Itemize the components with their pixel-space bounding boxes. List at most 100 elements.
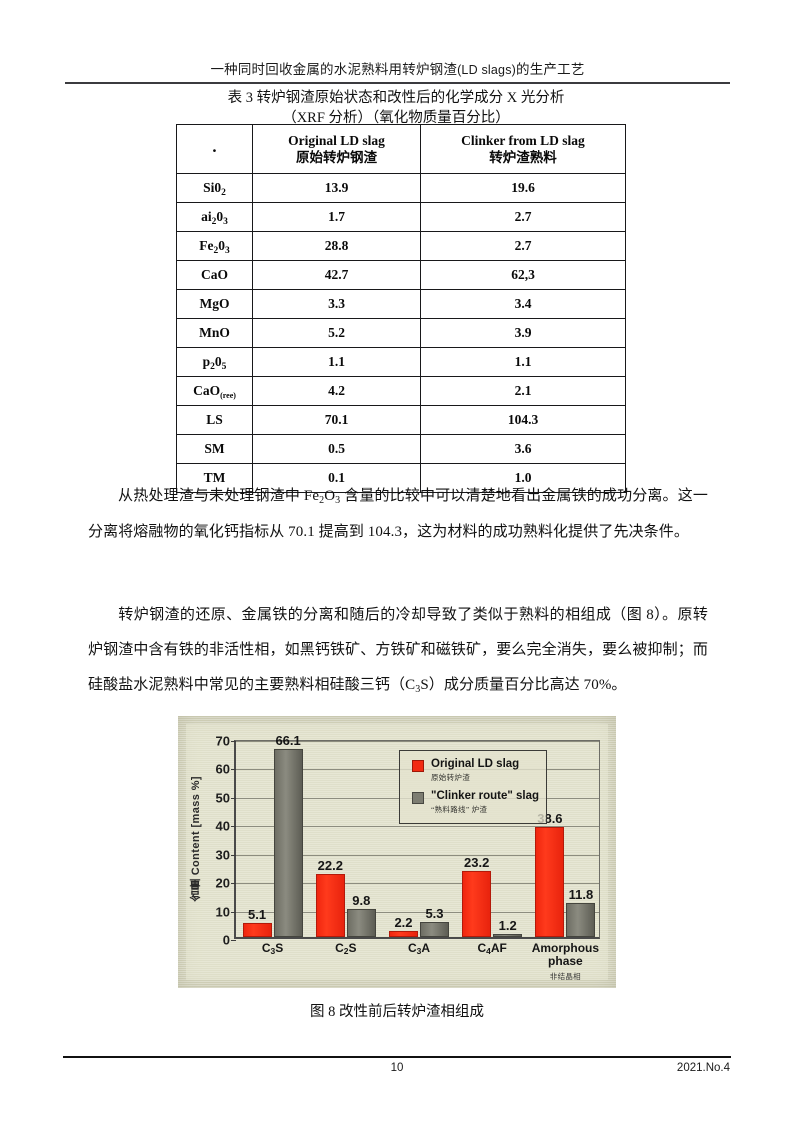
table-column-header-original: Original LD slag 原始转炉钢渣 — [252, 124, 421, 174]
row-label-main: MnO — [199, 325, 230, 340]
table-row: p205 1.1 1.1 — [176, 347, 626, 377]
page-header-title: 一种同时回收金属的水泥熟料用转炉钢渣(LD slags)的生产工艺 — [65, 58, 730, 78]
chart-y-tick-mark — [231, 826, 236, 828]
row-label: LS — [176, 405, 253, 435]
chart-bar: 66.1 — [273, 733, 303, 937]
chart-gridline — [236, 741, 599, 742]
chart-bar-group: 23.2 1.2 C4AF — [456, 741, 529, 956]
cell-clinker: 2.1 — [420, 376, 626, 406]
column-header-original-en: Original LD slag — [288, 133, 385, 148]
footer-issue-label: 2021.No.4 — [676, 1062, 730, 1074]
chart-y-tick-mark — [231, 797, 236, 799]
chart-bar-value-label: 1.2 — [498, 917, 517, 933]
footer-page-number: 10 — [390, 1062, 404, 1074]
legend-label-original-cn: 原始转炉渣 — [431, 773, 470, 782]
chart-inner-panel: 含量 Content [mass %] 0 10 20 30 40 50 60 70 5.1 66… — [186, 724, 608, 981]
chart-gridline — [236, 883, 599, 885]
table-row: CaO 42.7 62,3 — [176, 260, 626, 290]
corner-dot-marker: · — [211, 140, 218, 160]
cell-clinker: 2.7 — [420, 231, 626, 261]
chart-x-tick-label: C3A — [407, 941, 431, 957]
chart-legend: Original LD slag 原始转炉渣 "Clinker route" s… — [399, 750, 547, 824]
chart-bar-value-label: 5.3 — [425, 905, 444, 921]
chart-y-tick-label: 50 — [215, 790, 230, 806]
chart-bar-value-label: 11.8 — [568, 887, 594, 903]
header-title-cn-prefix: 一种同时回收金属的水泥熟料用转炉钢渣 — [210, 62, 458, 77]
cell-original: 1.1 — [252, 347, 421, 377]
paragraph-2-text-b: S）成分质量百分比高达 70%。 — [420, 677, 627, 693]
chart-y-tick-label: 70 — [215, 733, 230, 749]
chart-bar: 11.8 — [566, 887, 596, 937]
table-header-row: · Original LD slag 原始转炉钢渣 Clinker from L… — [176, 124, 626, 174]
row-label-tail: 0 — [214, 354, 222, 369]
chart-gridline — [236, 854, 599, 856]
row-label: p205 — [176, 347, 253, 377]
table-row: Si02 13.9 19.6 — [176, 173, 626, 203]
chart-bar: 22.2 — [315, 858, 345, 937]
body-paragraph-2: 转炉钢渣的还原、金属铁的分离和随后的冷却导致了类似于熟料的相组成（图 8）。原转… — [88, 598, 708, 704]
row-label-sub2: 3 — [223, 217, 228, 227]
chart-bar: 9.8 — [346, 893, 376, 937]
xrf-composition-table: · Original LD slag 原始转炉钢渣 Clinker from L… — [176, 124, 626, 493]
row-label-sub: 2 — [221, 188, 226, 198]
chart-x-tick-label: C3S — [261, 941, 284, 957]
paragraph-1-text-b: O — [324, 488, 336, 504]
row-label-tail: 0 — [216, 209, 224, 224]
row-label-sub: 2 — [210, 362, 215, 372]
legend-label-clinker-en: "Clinker route" slag — [431, 790, 540, 802]
cell-original: 1.7 — [252, 202, 421, 232]
chart-bar: 38.6 — [535, 811, 565, 937]
row-label-sub2: 5 — [221, 362, 227, 372]
row-label: TM — [176, 463, 253, 493]
paragraph-2-text-a: 转炉钢渣的还原、金属铁的分离和随后的冷却导致了类似于熟料的相组成（图 8）。原转… — [88, 607, 708, 693]
cell-clinker: 19.6 — [420, 173, 626, 203]
cell-original: 4.2 — [252, 376, 421, 406]
cell-clinker: 62,3 — [420, 260, 626, 290]
chart-bar-value-label: 23.2 — [464, 855, 490, 871]
row-label-main: Fe — [199, 238, 214, 253]
chart-bar: 2.2 — [388, 915, 418, 937]
row-label-main: CaO — [201, 267, 228, 282]
chart-y-tick-label: 40 — [215, 818, 230, 834]
chart-y-tick-mark — [231, 940, 236, 941]
cell-clinker: 2.7 — [420, 202, 626, 232]
row-label: ai203 — [176, 202, 253, 232]
chart-x-tick-label: C2S — [335, 941, 357, 957]
chart-y-tick-mark — [231, 911, 236, 913]
cell-clinker: 3.4 — [420, 289, 626, 319]
row-label-main: Si0 — [203, 180, 222, 195]
legend-swatch-red-icon — [412, 760, 424, 772]
row-label-main: LS — [206, 412, 223, 427]
table-row: LS 70.1 104.3 — [176, 405, 626, 435]
chart-bar: 1.2 — [493, 918, 523, 937]
row-label-tail: 0 — [218, 238, 225, 253]
chart-bar: 5.1 — [242, 907, 272, 937]
chart-gridline — [236, 911, 599, 913]
table-caption-line-1: 表 3 转炉钢渣原始状态和改性后的化学成分 X 光分析 — [227, 90, 565, 106]
chart-y-tick-label: 0 — [222, 932, 230, 948]
cell-clinker: 3.6 — [420, 434, 626, 464]
row-label-main: TM — [203, 470, 226, 485]
row-label-sub2: 3 — [225, 246, 230, 256]
table-body: Si02 13.9 19.6 ai203 1.7 2.7 Fe203 28.8 … — [176, 173, 626, 493]
chart-bar-group: 38.6 11.8 Amorphous phase 非结晶相 — [529, 741, 602, 981]
paragraph-1-text-c: 含量的比较中可以清楚地看出金属铁的成功分离。这一分离将熔融物的氧化钙指标从 70… — [88, 488, 708, 540]
chart-x-tick-label: C4AF — [477, 941, 507, 957]
row-label: CaO(ree) — [176, 376, 253, 406]
row-label: SM — [176, 434, 253, 464]
paragraph-1-text-a: 从热处理渣与未处理钢渣中 Fe — [118, 488, 320, 504]
table-row: Fe203 28.8 2.7 — [176, 231, 626, 261]
figure-8-bar-chart: 含量 Content [mass %] 0 10 20 30 40 50 60 70 5.1 66… — [178, 716, 616, 988]
paragraph-2-sub-1: 3 — [415, 684, 421, 695]
header-title-latin: (LD slags) — [457, 63, 517, 77]
row-label: MgO — [176, 289, 253, 319]
cell-clinker: 104.3 — [420, 405, 626, 435]
row-label-main: p — [202, 354, 211, 369]
row-label-main: MgO — [199, 296, 230, 311]
legend-label-clinker-route: "Clinker route" slag “熟料路线” 炉渣 — [431, 790, 539, 815]
paragraph-1-sub-2: 3 — [335, 495, 341, 506]
chart-bar-value-label: 5.1 — [248, 906, 267, 922]
cell-original: 5.2 — [252, 318, 421, 348]
chart-bar-value-label: 66.1 — [275, 733, 301, 749]
table-caption: 表 3 转炉钢渣原始状态和改性后的化学成分 X 光分析 （XRF 分析）（氧化物… — [96, 88, 696, 128]
